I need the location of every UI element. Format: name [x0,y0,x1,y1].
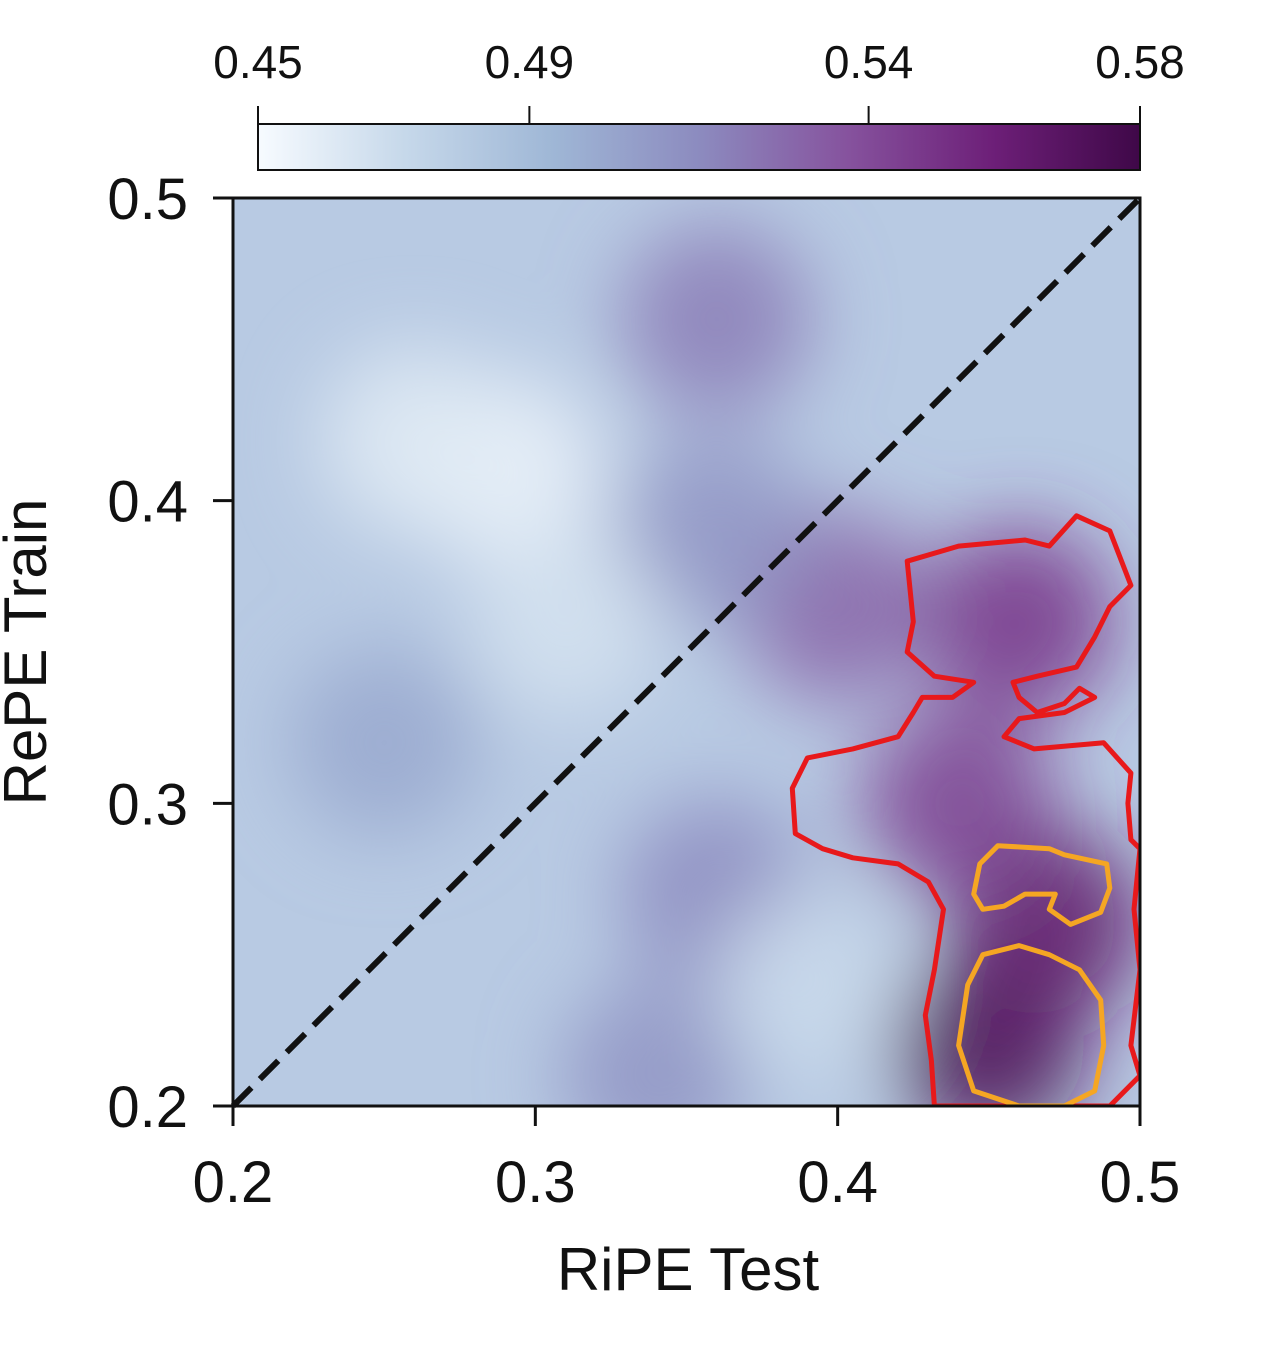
colorbar-tick-label: 0.49 [485,36,575,88]
x-tick-label: 0.4 [797,1150,878,1215]
x-axis: 0.2 0.3 0.4 0.5 [193,1106,1181,1215]
plot-frame [231,196,1142,1108]
y-axis-title: RePE Train [0,499,59,806]
colorbar-tick-label: 0.45 [213,36,303,88]
y-tick-label: 0.2 [107,1075,188,1140]
significance-contour [789,513,1140,1106]
y-tick-label: 0.5 [107,167,188,232]
colorbar [257,123,1141,171]
heatmap-cell [924,526,1115,717]
heatmap-cell [319,345,510,536]
heatmap-cell [712,889,903,1080]
y-tick-label: 0.4 [107,470,188,535]
heatmap-cell [621,435,812,626]
colorbar-tick-label: 0.58 [1095,36,1185,88]
heatmap-cell [561,980,752,1106]
heatmap-cell [621,224,812,415]
colorbar-tick-label: 0.54 [824,36,914,88]
significance-contour [956,943,1107,1106]
diagonal-reference-line [230,195,1143,1109]
heatmap-cell [863,708,1054,899]
heatmap-cell [470,526,661,717]
significance-contours [789,513,1140,1106]
x-tick-label: 0.3 [495,1150,576,1215]
x-tick-label: 0.2 [193,1150,274,1215]
heatmap-cell [289,647,480,838]
y-axis: 0.2 0.3 0.4 0.5 [107,167,233,1140]
significance-contour [971,843,1113,927]
y-tick-label: 0.3 [107,772,188,837]
x-axis-title: RiPE Test [557,1236,820,1303]
colorbar-ticks: 0.45 0.49 0.54 0.58 [213,36,1185,124]
x-tick-label: 0.5 [1100,1150,1181,1215]
